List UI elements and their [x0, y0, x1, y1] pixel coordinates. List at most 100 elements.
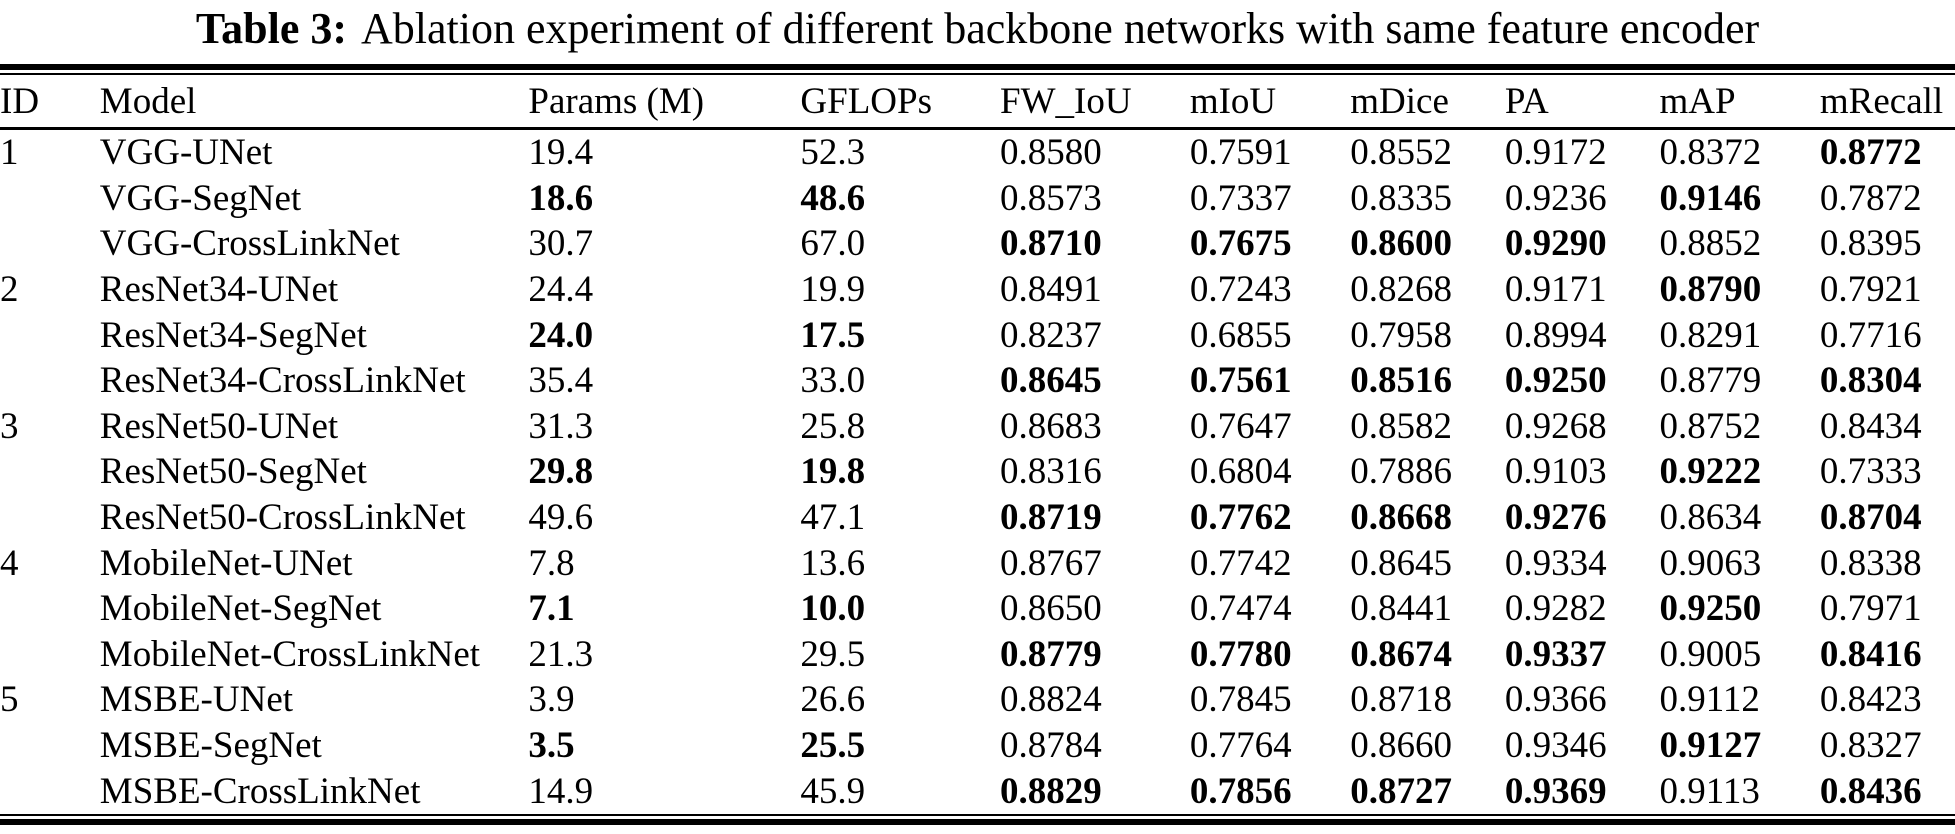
- metric-cell-map: 0.9005: [1659, 633, 1762, 675]
- metric-cell-gflops: 29.5: [800, 633, 866, 675]
- model-cell: MobileNet-UNet: [99, 542, 353, 584]
- id-cell: [0, 221, 100, 267]
- metric-cell-fw-iou: 0.8829: [1000, 770, 1102, 812]
- metric-cell-gflops: 25.8: [800, 405, 866, 447]
- metric-cell-mrecall: 0.8327: [1819, 725, 1922, 767]
- metric-cell-mrecall: 0.7333: [1819, 451, 1922, 493]
- metric-cell-fw-iou: 0.8824: [1000, 679, 1102, 721]
- metric-cell-miou: 0.7856: [1189, 770, 1292, 812]
- header-row: ID Model Params (M) GFLOPs FW_IoU mIoU mDice PA…: [0, 75, 1955, 130]
- model-cell: ResNet34-UNet: [99, 269, 339, 311]
- metric-cell-miou: 0.7762: [1189, 497, 1292, 539]
- metric-cell-map: 0.9112: [1659, 679, 1760, 721]
- metric-cell-fw-iou: 0.8573: [1000, 177, 1102, 219]
- metric-cell-mdice: 0.8552: [1350, 132, 1453, 174]
- metric-cell-gflops: 19.9: [800, 269, 866, 311]
- table-row: MSBE-SegNet 3.5 25.5 0.8784 0.7764 0.8660 0.93…: [0, 723, 1955, 769]
- bottom-rule-thick: [0, 818, 1955, 825]
- metric-cell-params-m: 49.6: [528, 497, 594, 539]
- model-cell: MSBE-UNet: [99, 679, 294, 721]
- column-header-fw-iou: FW_IoU: [1000, 75, 1190, 130]
- metric-cell-mrecall: 0.8434: [1819, 405, 1922, 447]
- metric-cell-fw-iou: 0.8316: [1000, 451, 1102, 493]
- metric-cell-pa: 0.9282: [1504, 588, 1607, 630]
- metric-cell-mrecall: 0.8436: [1819, 770, 1922, 812]
- metric-cell-params-m: 7.8: [528, 542, 575, 584]
- metric-cell-miou: 0.7474: [1189, 588, 1292, 630]
- top-rule-thin: [0, 73, 1955, 75]
- metric-cell-gflops: 25.5: [800, 725, 866, 767]
- model-cell: ResNet50-CrossLinkNet: [99, 497, 466, 539]
- metric-cell-miou: 0.7647: [1189, 405, 1292, 447]
- metric-cell-miou: 0.7780: [1189, 633, 1292, 675]
- column-header-mrecall: mRecall: [1819, 75, 1955, 130]
- id-cell: [0, 176, 100, 222]
- metric-cell-gflops: 26.6: [800, 679, 866, 721]
- column-header-params-m: Params (M): [528, 75, 801, 130]
- metric-cell-fw-iou: 0.8784: [1000, 725, 1102, 767]
- metric-cell-params-m: 18.6: [528, 177, 594, 219]
- metric-cell-map: 0.9222: [1659, 451, 1762, 493]
- model-cell: MobileNet-SegNet: [99, 588, 382, 630]
- metric-cell-map: 0.9063: [1659, 542, 1762, 584]
- model-cell: MobileNet-CrossLinkNet: [99, 633, 481, 675]
- top-rule-thick: [0, 64, 1955, 70]
- table-row: ResNet50-SegNet 29.8 19.8 0.8316 0.6804 0.788…: [0, 449, 1955, 495]
- table-row: ResNet34-SegNet 24.0 17.5 0.8237 0.6855 0.795…: [0, 312, 1955, 358]
- metric-cell-miou: 0.7243: [1189, 269, 1292, 311]
- model-cell: MSBE-CrossLinkNet: [99, 770, 421, 812]
- metric-cell-gflops: 48.6: [800, 177, 866, 219]
- metric-cell-mdice: 0.8674: [1350, 633, 1453, 675]
- metric-cell-pa: 0.9236: [1504, 177, 1607, 219]
- metric-cell-gflops: 13.6: [800, 542, 866, 584]
- metric-cell-mrecall: 0.8416: [1819, 633, 1922, 675]
- id-cell: [0, 358, 100, 404]
- id-cell: 1: [0, 132, 19, 174]
- metric-cell-pa: 0.9334: [1504, 542, 1607, 584]
- metric-cell-pa: 0.9171: [1504, 269, 1607, 311]
- metric-cell-map: 0.9250: [1659, 588, 1762, 630]
- table-body: 1 VGG-UNet 19.4 52.3 0.8580 0.7591 0.8552 0.917…: [0, 129, 1955, 814]
- metric-cell-miou: 0.7764: [1189, 725, 1292, 767]
- metric-cell-miou: 0.7561: [1189, 360, 1292, 402]
- metric-cell-pa: 0.9172: [1504, 132, 1607, 174]
- table-row: 4 MobileNet-UNet 7.8 13.6 0.8767 0.7742 0.8645…: [0, 540, 1955, 586]
- metric-cell-gflops: 67.0: [800, 223, 866, 265]
- table-caption-label: Table 3:: [195, 4, 348, 53]
- metric-cell-mdice: 0.7958: [1350, 314, 1453, 356]
- metric-cell-fw-iou: 0.8710: [1000, 223, 1102, 265]
- column-header-model: Model: [99, 75, 529, 130]
- column-header-map: mAP: [1659, 75, 1820, 130]
- id-cell: [0, 312, 100, 358]
- model-cell: VGG-SegNet: [99, 177, 302, 219]
- metric-cell-map: 0.9146: [1659, 177, 1762, 219]
- metric-cell-fw-iou: 0.8650: [1000, 588, 1102, 630]
- id-cell: [0, 723, 100, 769]
- metric-cell-mdice: 0.8335: [1350, 177, 1453, 219]
- model-cell: ResNet34-CrossLinkNet: [99, 360, 466, 402]
- metric-cell-gflops: 45.9: [800, 770, 866, 812]
- metric-cell-mdice: 0.8582: [1350, 405, 1453, 447]
- table-header: ID Model Params (M) GFLOPs FW_IoU mIoU mDice PA…: [0, 75, 1955, 130]
- metric-cell-pa: 0.9369: [1504, 770, 1607, 812]
- column-header-mdice: mDice: [1350, 75, 1505, 130]
- metric-cell-gflops: 19.8: [800, 451, 866, 493]
- metric-cell-miou: 0.6804: [1189, 451, 1292, 493]
- metric-cell-map: 0.9113: [1659, 770, 1760, 812]
- table-row: 2 ResNet34-UNet 24.4 19.9 0.8491 0.7243 0.8268…: [0, 267, 1955, 313]
- table-row: 3 ResNet50-UNet 31.3 25.8 0.8683 0.7647 0.8582…: [0, 404, 1955, 450]
- metric-cell-fw-iou: 0.8767: [1000, 542, 1102, 584]
- metric-cell-miou: 0.7845: [1189, 679, 1292, 721]
- metric-cell-mdice: 0.8645: [1350, 542, 1453, 584]
- metric-cell-fw-iou: 0.8779: [1000, 633, 1102, 675]
- metric-cell-mdice: 0.8516: [1350, 360, 1453, 402]
- id-cell: 3: [0, 405, 19, 447]
- metric-cell-pa: 0.9366: [1504, 679, 1607, 721]
- model-cell: ResNet34-SegNet: [99, 314, 367, 356]
- id-cell: [0, 768, 100, 814]
- metric-cell-fw-iou: 0.8580: [1000, 132, 1102, 174]
- column-header-pa: PA: [1504, 75, 1660, 130]
- metric-cell-pa: 0.9268: [1504, 405, 1607, 447]
- metric-cell-miou: 0.7675: [1189, 223, 1292, 265]
